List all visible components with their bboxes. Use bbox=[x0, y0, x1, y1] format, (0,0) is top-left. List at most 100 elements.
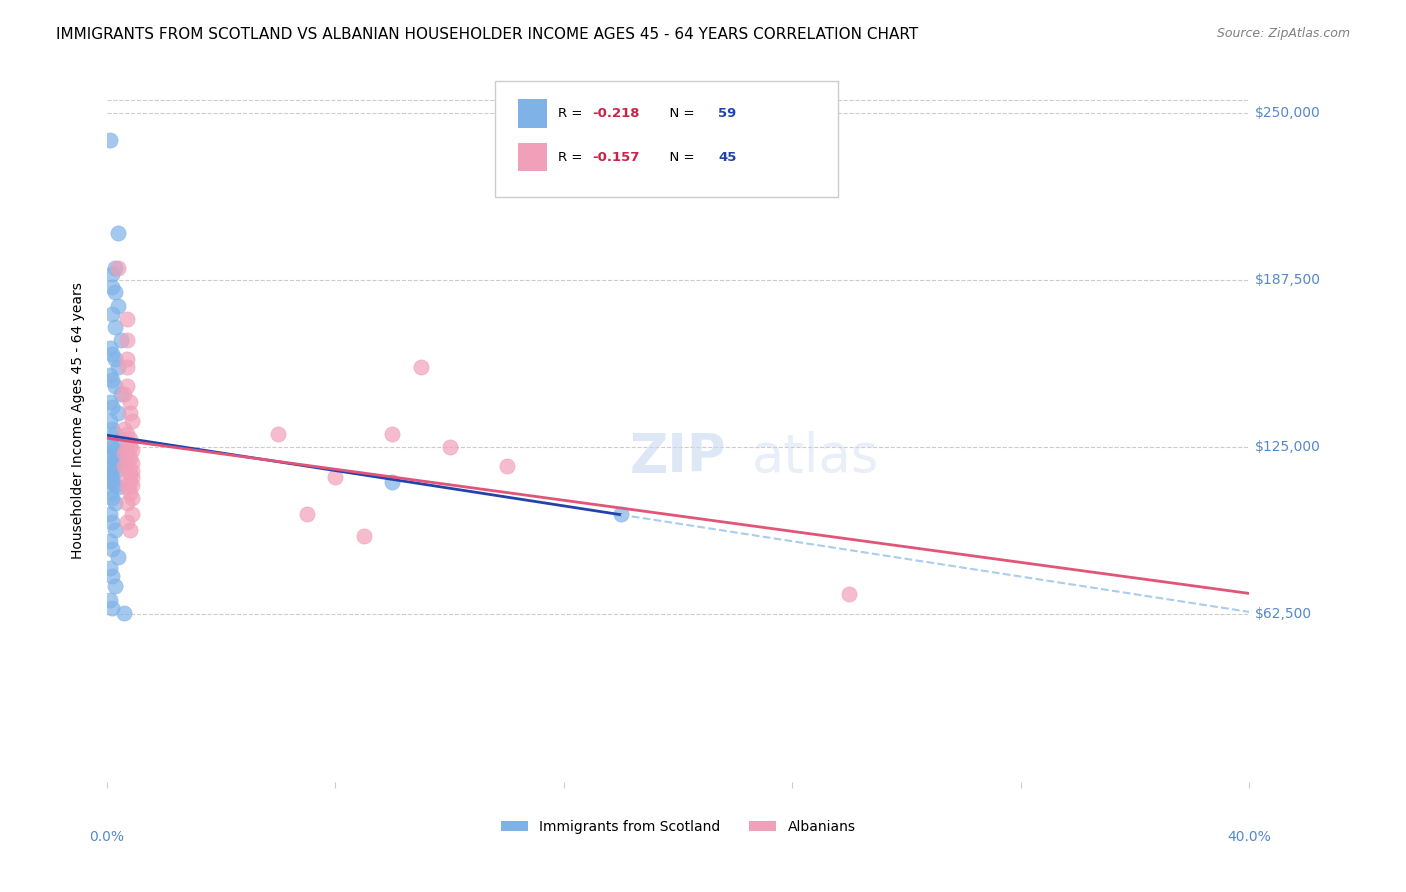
Point bbox=[115, 461, 138, 475]
Point bbox=[115, 437, 138, 451]
Point bbox=[98, 485, 121, 500]
Point bbox=[115, 515, 138, 529]
Point bbox=[439, 440, 461, 454]
Point bbox=[101, 450, 124, 465]
Point bbox=[107, 299, 129, 313]
Point bbox=[107, 360, 129, 375]
Point bbox=[98, 472, 121, 486]
Point bbox=[101, 421, 124, 435]
Point bbox=[381, 475, 404, 489]
Point bbox=[98, 507, 121, 521]
Point bbox=[101, 280, 124, 294]
Text: R =: R = bbox=[558, 107, 586, 120]
Point bbox=[104, 285, 127, 300]
Point bbox=[115, 379, 138, 393]
Point bbox=[115, 352, 138, 367]
Point bbox=[115, 448, 138, 462]
Text: atlas: atlas bbox=[751, 431, 879, 483]
Point bbox=[121, 469, 143, 483]
Text: ZIP: ZIP bbox=[630, 431, 727, 483]
Text: $62,500: $62,500 bbox=[1256, 607, 1312, 622]
FancyBboxPatch shape bbox=[517, 99, 547, 128]
Point bbox=[101, 374, 124, 388]
Point bbox=[107, 227, 129, 241]
Point bbox=[101, 515, 124, 529]
Point bbox=[104, 523, 127, 537]
Point bbox=[112, 458, 135, 473]
Point bbox=[104, 496, 127, 510]
Legend: Immigrants from Scotland, Albanians: Immigrants from Scotland, Albanians bbox=[495, 814, 860, 839]
Point bbox=[101, 440, 124, 454]
Point bbox=[121, 477, 143, 491]
Y-axis label: Householder Income Ages 45 - 64 years: Householder Income Ages 45 - 64 years bbox=[72, 282, 86, 559]
Point bbox=[121, 464, 143, 478]
Point bbox=[409, 360, 432, 375]
Point bbox=[110, 334, 132, 348]
Point bbox=[107, 549, 129, 564]
Point bbox=[112, 606, 135, 620]
Point bbox=[112, 387, 135, 401]
Point bbox=[121, 456, 143, 470]
Point bbox=[98, 342, 121, 356]
Text: N =: N = bbox=[661, 151, 699, 163]
Point bbox=[98, 560, 121, 574]
Point bbox=[98, 437, 121, 451]
Point bbox=[98, 458, 121, 473]
Point bbox=[118, 440, 141, 454]
Point bbox=[107, 405, 129, 419]
Point bbox=[101, 461, 124, 475]
Text: $187,500: $187,500 bbox=[1256, 273, 1322, 287]
Point bbox=[112, 445, 135, 459]
Point bbox=[118, 432, 141, 446]
Point bbox=[115, 480, 138, 494]
FancyBboxPatch shape bbox=[517, 143, 547, 171]
Point bbox=[495, 458, 517, 473]
Point bbox=[121, 413, 143, 427]
Point bbox=[110, 432, 132, 446]
Point bbox=[115, 360, 138, 375]
Point bbox=[115, 496, 138, 510]
Point bbox=[104, 464, 127, 478]
Text: $125,000: $125,000 bbox=[1256, 441, 1320, 454]
Point bbox=[98, 133, 121, 147]
Point bbox=[101, 307, 124, 321]
Point bbox=[104, 426, 127, 441]
Point bbox=[118, 450, 141, 465]
Point bbox=[101, 491, 124, 505]
Point bbox=[118, 405, 141, 419]
Point bbox=[101, 568, 124, 582]
Point bbox=[101, 541, 124, 556]
Text: 0.0%: 0.0% bbox=[89, 830, 124, 844]
Text: -0.157: -0.157 bbox=[592, 151, 640, 163]
Point bbox=[107, 261, 129, 276]
Point bbox=[104, 442, 127, 457]
Point bbox=[115, 472, 138, 486]
Point bbox=[118, 485, 141, 500]
Point bbox=[98, 368, 121, 383]
Text: 40.0%: 40.0% bbox=[1227, 830, 1271, 844]
Text: R =: R = bbox=[558, 151, 586, 163]
Point bbox=[101, 267, 124, 281]
Text: $250,000: $250,000 bbox=[1256, 106, 1320, 120]
Text: -0.218: -0.218 bbox=[592, 107, 640, 120]
Point bbox=[118, 395, 141, 409]
Point bbox=[104, 477, 127, 491]
FancyBboxPatch shape bbox=[495, 81, 838, 197]
Point bbox=[267, 426, 290, 441]
Point bbox=[107, 445, 129, 459]
Point bbox=[104, 579, 127, 593]
Point bbox=[121, 507, 143, 521]
Point bbox=[98, 395, 121, 409]
Point bbox=[353, 528, 375, 542]
Point bbox=[323, 469, 346, 483]
Point bbox=[104, 379, 127, 393]
Point bbox=[101, 475, 124, 489]
Point bbox=[98, 467, 121, 481]
Point bbox=[610, 507, 633, 521]
Point bbox=[121, 442, 143, 457]
Text: 45: 45 bbox=[718, 151, 737, 163]
Text: IMMIGRANTS FROM SCOTLAND VS ALBANIAN HOUSEHOLDER INCOME AGES 45 - 64 YEARS CORRE: IMMIGRANTS FROM SCOTLAND VS ALBANIAN HOU… bbox=[56, 27, 918, 42]
Point bbox=[104, 453, 127, 467]
Point bbox=[110, 387, 132, 401]
Point bbox=[104, 261, 127, 276]
